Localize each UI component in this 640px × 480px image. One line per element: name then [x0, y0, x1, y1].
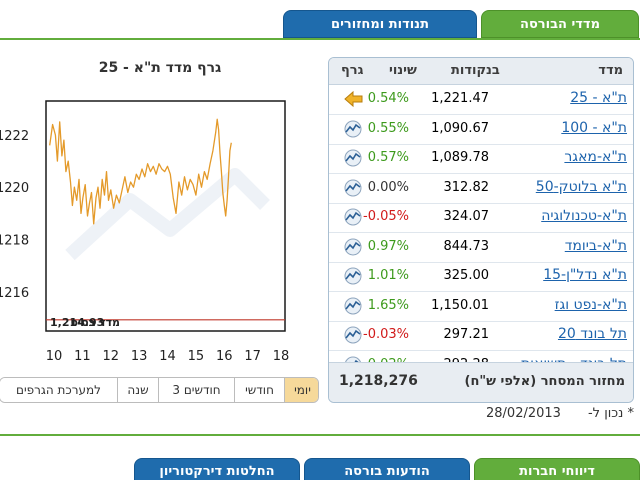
chart-icon[interactable] — [343, 326, 363, 344]
index-points: 312.82 — [443, 179, 490, 195]
period-monthly-button[interactable]: חודשי — [234, 378, 284, 402]
x-tick-label: 13 — [131, 349, 148, 364]
period-selector: יומי חודשי 3 חודשים שנה למערכת הגרפים — [0, 377, 319, 403]
chart-title: גרף מדד ת"א - 25 — [98, 60, 222, 76]
base-value: 1,214.93 — [50, 316, 104, 329]
chart-icon[interactable] — [343, 179, 363, 197]
index-points: 325.00 — [443, 268, 490, 283]
index-change: 0.00% — [367, 179, 409, 195]
header-change: שינוי — [389, 63, 417, 78]
chart-plot-frame — [45, 100, 286, 332]
period-year-button[interactable]: שנה — [117, 378, 158, 402]
index-name-link[interactable]: תל בונד 20 — [557, 326, 627, 342]
index-name-link[interactable]: ת"א - 25 — [570, 90, 627, 106]
table-row: ת"א נדל"ן-15 325.00 1.01% — [329, 262, 633, 291]
y-tick-label: 1220 — [0, 181, 29, 196]
chart-icon[interactable] — [343, 208, 363, 226]
tab-fluctuations-turnover[interactable]: תנודות ומחזורים — [283, 10, 477, 38]
row-separator — [329, 232, 633, 233]
table-row: ת"א-ביומד 844.73 0.97% — [329, 233, 633, 262]
index-change: 0.97% — [367, 238, 409, 254]
index-points: 324.07 — [443, 209, 490, 224]
index-points: 297.21 — [443, 327, 490, 342]
row-separator — [329, 143, 633, 145]
index-change: 1.65% — [367, 297, 409, 313]
row-separator — [329, 114, 633, 115]
period-3months-button[interactable]: 3 חודשים — [158, 378, 234, 402]
index-points: 1,089.78 — [431, 150, 489, 165]
tab-market-indices[interactable]: מדדי הבורסה — [481, 10, 639, 38]
indices-table: מדד בנקודות שינוי גרף ת"א - 25 1,221.47 0.… — [328, 57, 634, 403]
index-name-link[interactable]: ת"א-ביומד — [564, 237, 627, 254]
x-tick-label: 18 — [273, 349, 290, 364]
row-separator — [329, 261, 633, 263]
x-tick-label: 17 — [244, 349, 261, 364]
y-tick-label: 1222 — [0, 129, 29, 144]
index-change: 0.57% — [367, 150, 409, 165]
index-change: 0.54% — [367, 91, 409, 106]
table-footer: מחזור המסחר (אלפי ש"ח) 1,218,276 — [329, 362, 633, 402]
tab-exchange-announcements[interactable]: הודעות בורסה — [304, 458, 470, 480]
index-change: 0.55% — [367, 120, 409, 136]
x-tick-label: 12 — [103, 349, 120, 364]
charts-system-button[interactable]: למערכת הגרפים — [0, 378, 117, 402]
row-separator — [329, 320, 633, 322]
asof-date: 28/02/2013 — [486, 406, 561, 421]
index-name-link[interactable]: ת"א-טכנולוגיה — [541, 208, 627, 224]
series-line — [49, 118, 232, 225]
chart-icon[interactable] — [343, 120, 363, 138]
index-name-link[interactable]: ת"א בלוטק-50 — [535, 178, 627, 195]
header-graph: גרף — [341, 63, 364, 78]
asof-line: * נכון ל- 28/02/2013 — [484, 406, 634, 424]
x-tick-label: 14 — [159, 349, 176, 364]
chart-icon[interactable] — [343, 238, 363, 256]
asof-label: * נכון ל- — [587, 406, 634, 421]
table-row: ת"א בלוטק-50 312.82 0.00% — [329, 174, 633, 203]
table-row: ת"א-נפט וגז 1,150.01 1.65% — [329, 292, 633, 321]
turnover-value: 1,218,276 — [339, 373, 418, 389]
x-tick-label: 10 — [46, 349, 63, 364]
table-row: ת"א-מאגר 1,089.78 0.57% — [329, 144, 633, 173]
index-name-link[interactable]: ת"א - 100 — [561, 119, 627, 136]
table-row: תל בונד 20 297.21 -0.03% — [329, 321, 633, 350]
table-row: ת"א - 25 1,221.47 0.54% — [329, 85, 633, 114]
period-daily-button[interactable]: יומי — [284, 378, 318, 402]
index-name-link[interactable]: ת"א-מאגר — [564, 149, 627, 165]
row-separator — [329, 350, 633, 351]
base-label: מדד בסיס — [70, 316, 120, 329]
y-tick-label: 1216 — [0, 286, 29, 301]
index-name-link[interactable]: ת"א נדל"ן-15 — [543, 267, 627, 283]
chart-watermark — [65, 168, 270, 261]
index-change: -0.05% — [363, 209, 409, 224]
index-points: 1,221.47 — [431, 91, 489, 106]
x-tick-label: 16 — [216, 349, 233, 364]
index-change: -0.03% — [363, 327, 409, 342]
row-separator — [329, 173, 633, 174]
tab-company-reports[interactable]: דיווחי חברות — [474, 458, 640, 480]
table-row: ת"א - 100 1,090.67 0.55% — [329, 115, 633, 144]
index-name-link[interactable]: ת"א-נפט וגז — [554, 296, 627, 313]
tab-board-decisions[interactable]: החלטות דירקטוריון — [134, 458, 300, 480]
index-points: 844.73 — [443, 238, 490, 254]
x-tick-label: 11 — [74, 349, 91, 364]
x-tick-label: 15 — [188, 349, 205, 364]
row-separator — [329, 291, 633, 292]
arrow-left-icon[interactable] — [343, 90, 363, 108]
y-tick-label: 1218 — [0, 234, 29, 249]
header-index: מדד — [598, 63, 623, 78]
table-header: מדד בנקודות שינוי גרף — [329, 58, 633, 85]
index-chart[interactable]: 1222 1220 1218 1216 10 11 12 13 14 15 16 17 18 מדד … — [0, 90, 300, 372]
row-separator — [329, 202, 633, 204]
index-points: 1,150.01 — [431, 297, 489, 313]
chart-icon[interactable] — [343, 149, 363, 167]
index-change: 1.01% — [367, 268, 409, 283]
chart-icon[interactable] — [343, 267, 363, 285]
table-row: ת"א-טכנולוגיה 324.07 -0.05% — [329, 203, 633, 232]
chart-icon[interactable] — [343, 297, 363, 315]
index-points: 1,090.67 — [431, 120, 489, 136]
turnover-label: מחזור המסחר (אלפי ש"ח) — [464, 374, 626, 389]
header-points: בנקודות — [451, 63, 500, 78]
